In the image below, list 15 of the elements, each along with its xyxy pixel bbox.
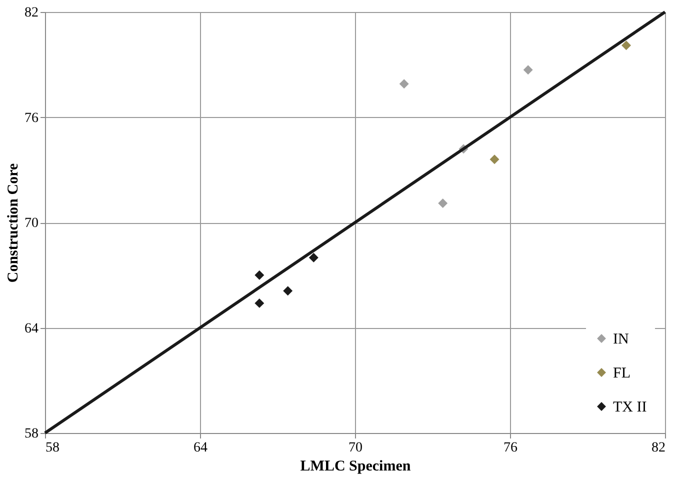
y-tick-label: 76: [24, 110, 38, 126]
x-tick-label: 58: [46, 440, 60, 456]
legend-label: FL: [613, 366, 631, 382]
y-axis-title: Construction Core: [6, 163, 22, 283]
x-tick-label: 82: [652, 440, 666, 456]
x-tick-label: 70: [348, 440, 362, 456]
y-tick-label: 64: [24, 321, 38, 336]
legend-label: TX II: [613, 400, 647, 416]
y-tick-label: 82: [24, 6, 38, 20]
legend-label: IN: [613, 332, 629, 348]
x-tick-label: 76: [504, 440, 518, 456]
x-tick-label: 64: [194, 440, 208, 456]
x-axis-title: LMLC Specimen: [300, 458, 412, 474]
y-tick-label: 70: [24, 216, 38, 231]
y-tick-label: 58: [24, 426, 38, 442]
